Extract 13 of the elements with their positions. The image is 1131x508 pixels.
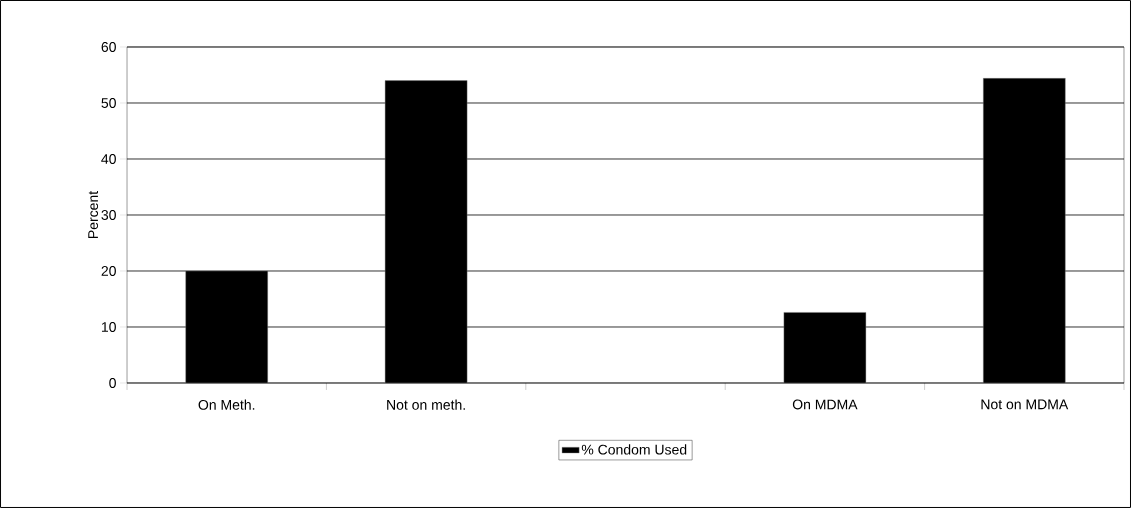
- y-tick-label: 10: [101, 322, 116, 332]
- y-tick-label: 40: [101, 154, 116, 164]
- x-tick-label: Not on meth.: [387, 399, 465, 410]
- y-tick-label: 50: [101, 98, 116, 108]
- x-tick-label: On Meth.: [198, 399, 255, 410]
- y-tick-label: 0: [109, 378, 116, 388]
- x-tick-label: Not on MDMA: [981, 399, 1069, 410]
- y-tick-label: 30: [101, 210, 116, 220]
- legend-label: % Condom Used: [581, 444, 687, 455]
- y-tick-label: 20: [101, 266, 116, 276]
- y-tick-label: 60: [101, 42, 116, 52]
- x-tick-label: On MDMA: [792, 399, 858, 410]
- y-axis-title: Percent: [88, 190, 99, 238]
